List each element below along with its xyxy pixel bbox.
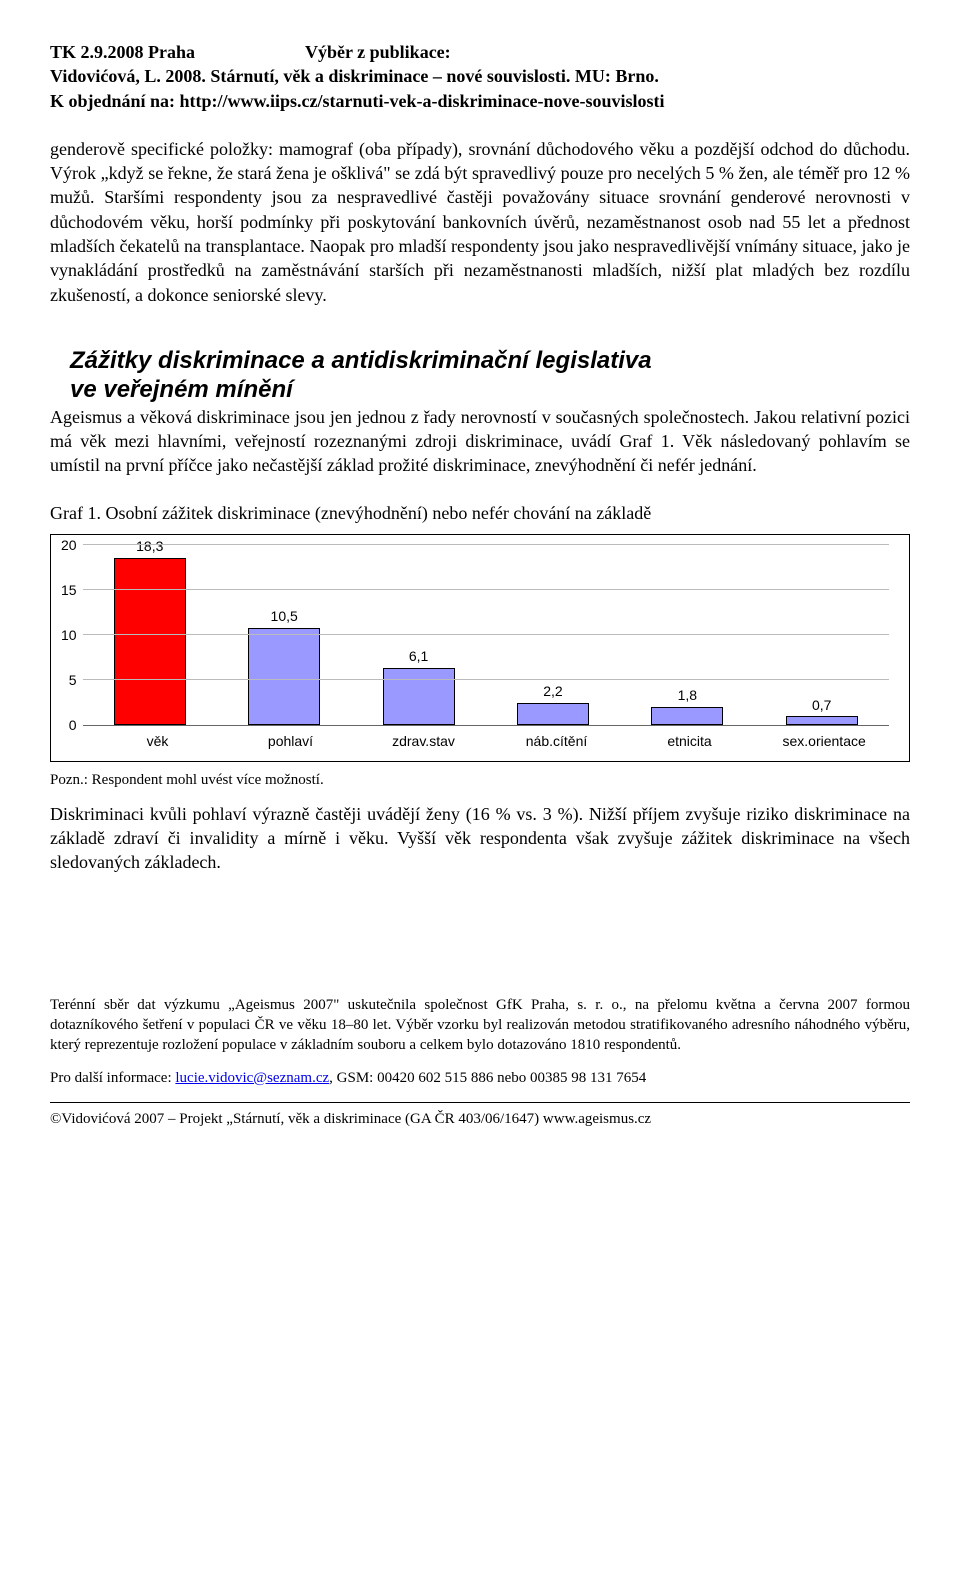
chart-x-label: zdrav.stav — [384, 732, 464, 751]
chart-bar-value-label: 1,8 — [678, 686, 697, 705]
chart-gridline — [83, 589, 889, 590]
footer-contact: Pro další informace: lucie.vidovic@sezna… — [50, 1068, 910, 1088]
section-title-line2: ve veřejném mínění — [70, 376, 910, 405]
footer-email-link[interactable]: lucie.vidovic@seznam.cz — [175, 1070, 329, 1086]
chart-x-label: náb.cítění — [517, 732, 597, 751]
paragraph-1: genderově specifické položky: mamograf (… — [50, 137, 910, 307]
chart-x-label: etnicita — [650, 732, 730, 751]
chart-bar — [786, 716, 858, 724]
doc-header-line3: K objednání na: http://www.iips.cz/starn… — [50, 89, 910, 113]
chart-bar-group: 6,1 — [379, 647, 459, 725]
paragraph-3: Diskriminaci kvůli pohlaví výrazně častě… — [50, 802, 910, 875]
chart-x-axis: věk pohlaví zdrav.stav náb.cítění etnicita se… — [91, 726, 889, 751]
chart-bar-group: 18,3 — [110, 537, 190, 725]
header-left: TK 2.9.2008 Praha — [50, 40, 305, 64]
chart-bar-value-label: 6,1 — [409, 647, 428, 666]
chart-gridline — [83, 634, 889, 635]
chart-bar-group: 10,5 — [244, 607, 324, 724]
header-right: Výběr z publikace: — [305, 40, 451, 64]
chart-bar — [114, 558, 186, 725]
chart-bar — [517, 703, 589, 725]
chart-bar-group: 1,8 — [647, 686, 727, 725]
chart-x-label: pohlaví — [251, 732, 331, 751]
chart-y-axis: 20151050 — [61, 545, 83, 725]
doc-header-line2: Vidovićová, L. 2008. Stárnutí, věk a dis… — [50, 64, 910, 88]
doc-header-line1: TK 2.9.2008 Praha Výběr z publikace: — [50, 40, 910, 64]
chart-x-label: věk — [118, 732, 198, 751]
chart-bar — [383, 668, 455, 725]
chart-plot: 18,310,56,12,21,80,7 — [83, 545, 889, 726]
chart-bar — [651, 707, 723, 725]
chart-bar — [248, 628, 320, 725]
chart-bar-value-label: 0,7 — [812, 696, 831, 715]
footer-contact-prefix: Pro další informace: — [50, 1070, 175, 1086]
chart-title: Graf 1. Osobní zážitek diskriminace (zne… — [50, 501, 910, 525]
footer-separator — [50, 1102, 910, 1103]
chart-bar-value-label: 10,5 — [271, 607, 298, 626]
chart-plot-area: 20151050 18,310,56,12,21,80,7 — [61, 545, 889, 726]
chart-bar-group: 2,2 — [513, 682, 593, 725]
chart-container: 20151050 18,3 10,5 6,1 2,2 1,8 0,7 věk pohlaví… — [50, 534, 910, 762]
chart-gridline — [83, 679, 889, 680]
chart-bar-value-label: 2,2 — [543, 682, 562, 701]
section-title: Zážitky diskriminace a antidiskriminační… — [70, 347, 910, 405]
chart-bar-value-label: 18,3 — [136, 537, 163, 556]
footer-contact-suffix: , GSM: 00420 602 515 886 nebo 00385 98 1… — [329, 1070, 646, 1086]
chart-bar-group: 0,7 — [782, 696, 862, 725]
chart-bars: 18,310,56,12,21,80,7 — [83, 545, 889, 725]
chart-x-labels: věk pohlaví zdrav.stav náb.cítění etnicita se… — [91, 732, 889, 751]
copyright-line: ©Vidovićová 2007 – Projekt „Stárnutí, vě… — [50, 1109, 910, 1129]
chart-gridline — [83, 544, 889, 545]
chart-note: Pozn.: Respondent mohl uvést více možnos… — [50, 770, 910, 790]
chart-x-label: sex.orientace — [783, 732, 863, 751]
paragraph-2: Ageismus a věková diskriminace jsou jen … — [50, 405, 910, 478]
section-title-line1: Zážitky diskriminace a antidiskriminační… — [70, 347, 910, 376]
footer-methodology: Terénní sběr dat výzkumu „Ageismus 2007"… — [50, 995, 910, 1056]
